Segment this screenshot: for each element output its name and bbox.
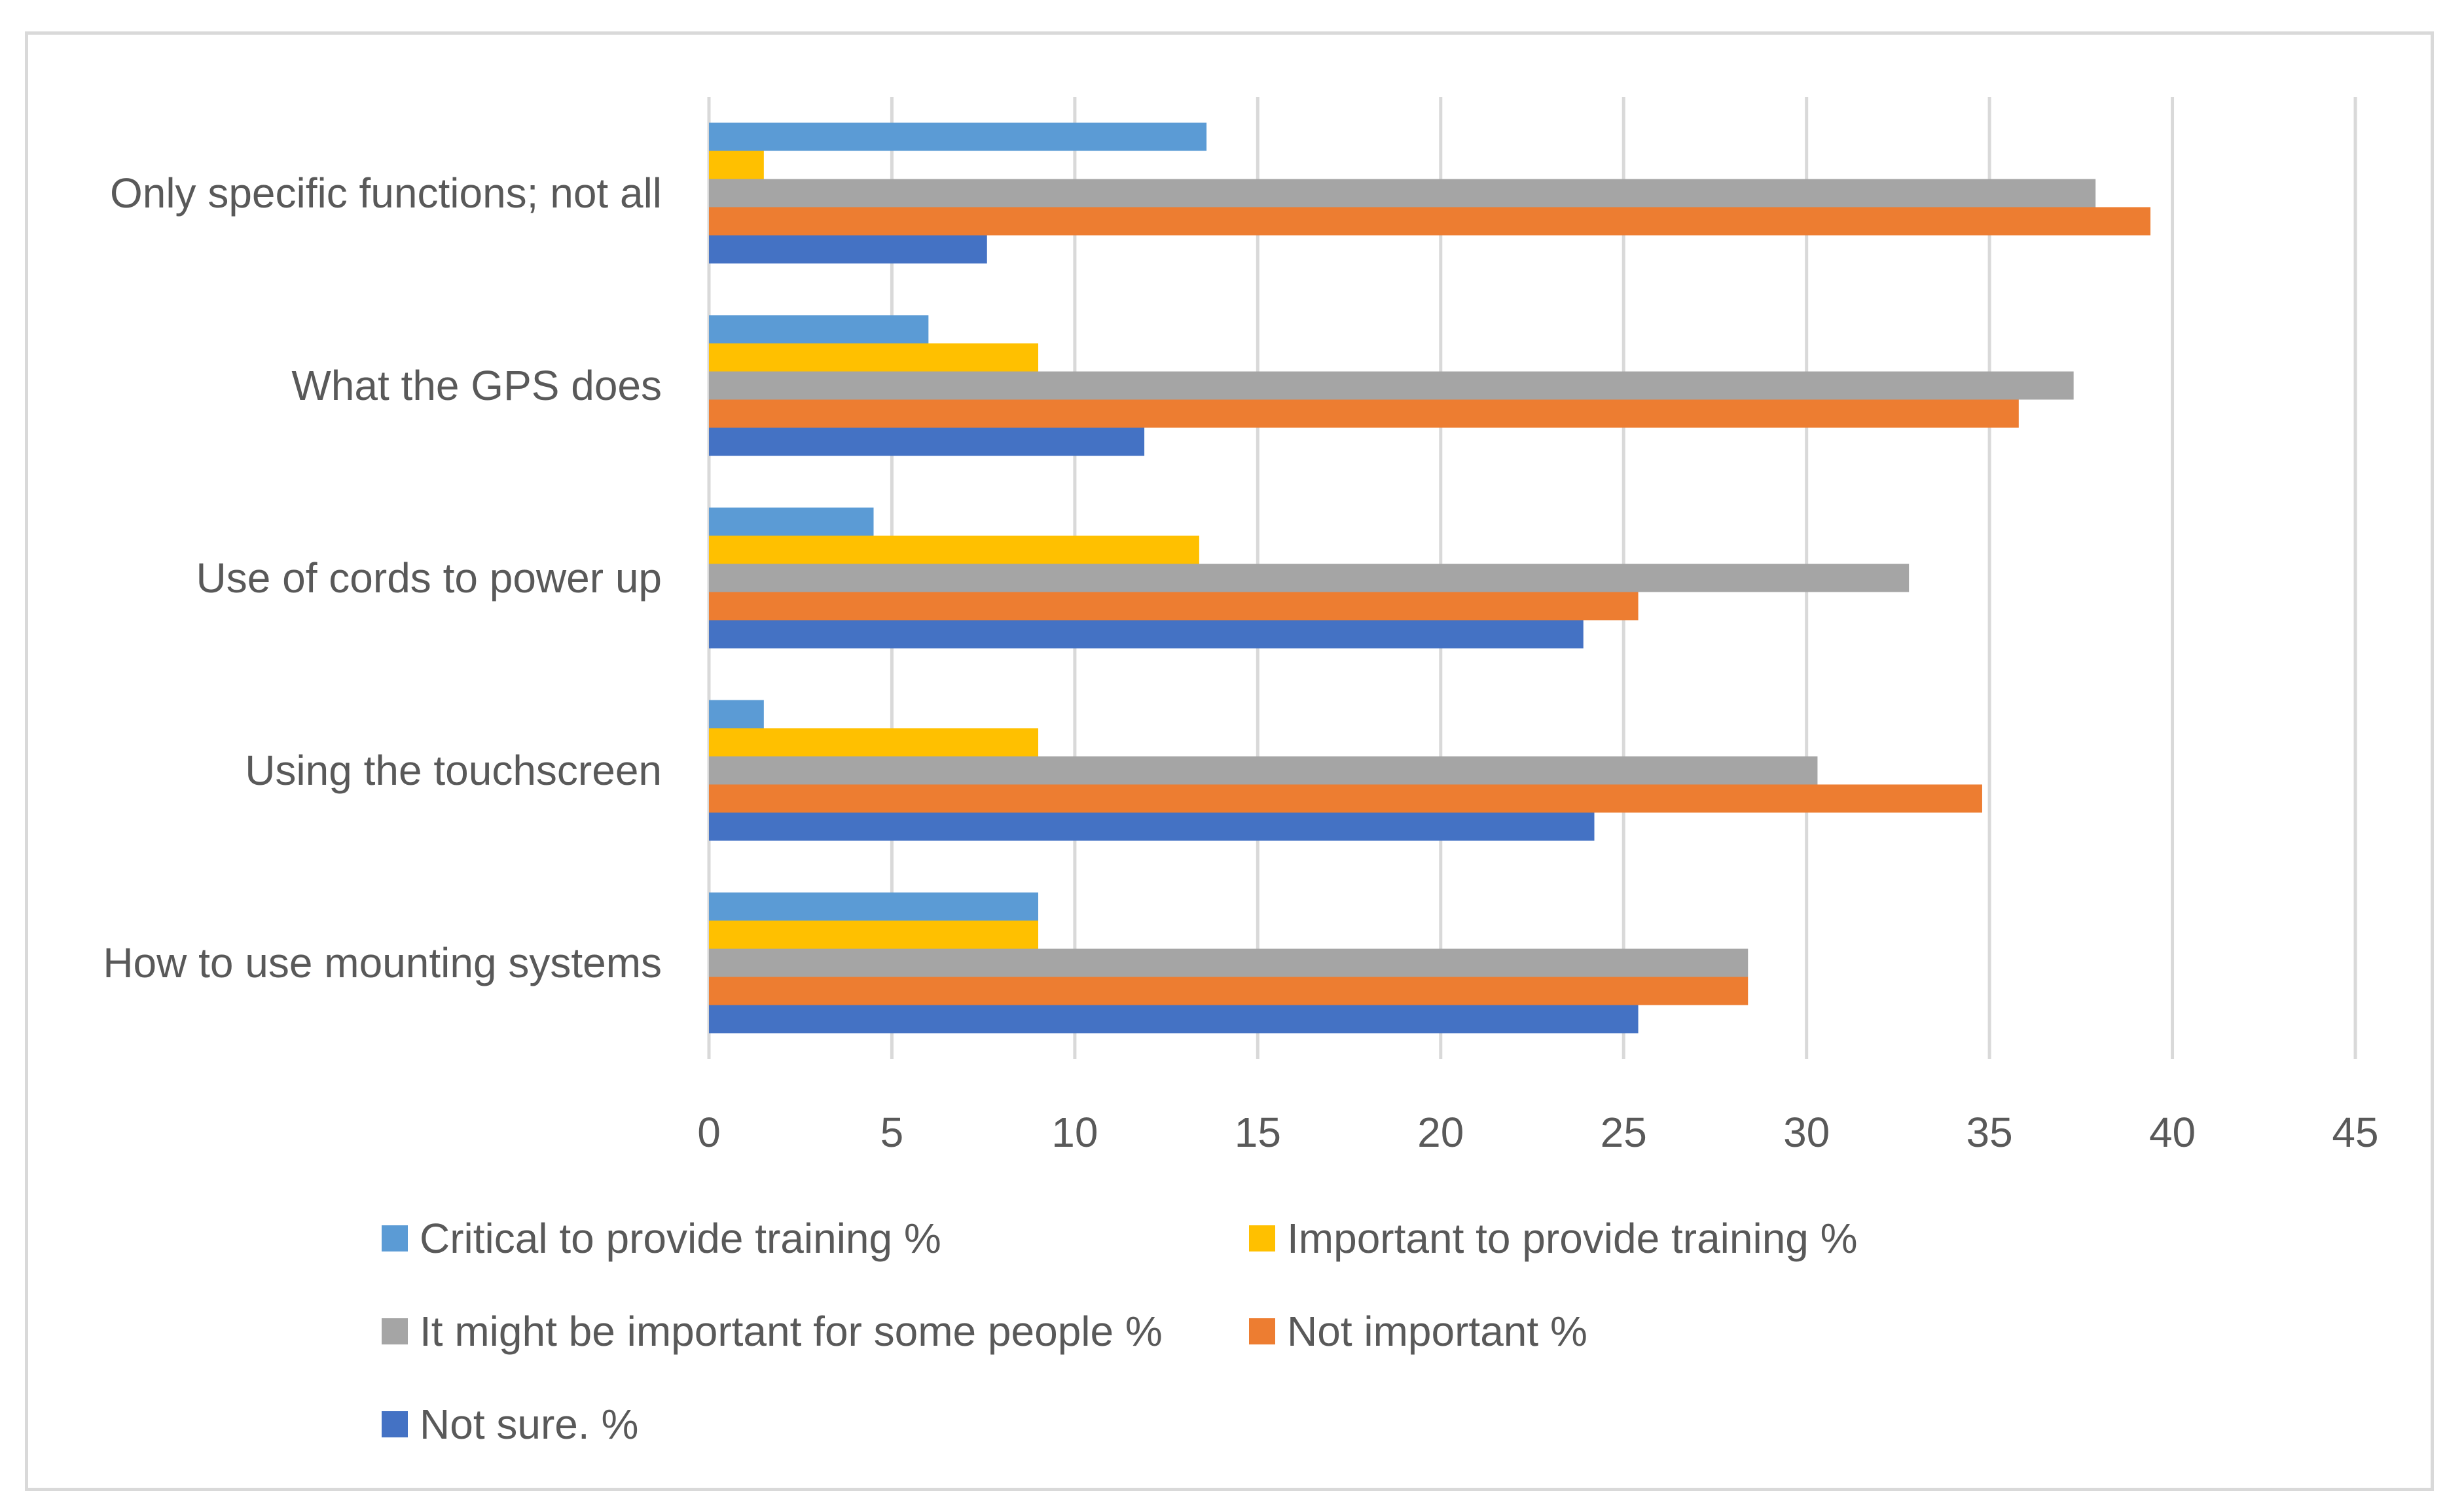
bar — [709, 122, 1207, 151]
bar — [709, 728, 1038, 757]
bar — [709, 207, 2151, 236]
bar — [709, 315, 929, 344]
x-tick-label: 25 — [1601, 1109, 1647, 1156]
bar — [709, 179, 2096, 207]
x-tick-label: 20 — [1417, 1109, 1464, 1156]
bar — [709, 343, 1038, 372]
bar — [709, 948, 1748, 977]
bar — [709, 784, 1982, 813]
bar — [709, 427, 1145, 456]
bars — [709, 122, 2151, 1034]
bar — [709, 756, 1818, 785]
x-tick-label: 5 — [880, 1109, 904, 1156]
bar — [709, 399, 2019, 428]
bar — [709, 620, 1584, 649]
bar — [709, 564, 1910, 592]
x-tick-label: 0 — [697, 1109, 721, 1156]
x-tick-label: 10 — [1051, 1109, 1098, 1156]
x-tick-label: 45 — [2332, 1109, 2378, 1156]
bar — [709, 592, 1639, 621]
x-tick-label: 40 — [2149, 1109, 2196, 1156]
bar — [709, 507, 874, 536]
bar — [709, 151, 764, 179]
x-tick-label: 30 — [1783, 1109, 1830, 1156]
x-tick-label: 35 — [1966, 1109, 2013, 1156]
x-tick-label: 15 — [1235, 1109, 1281, 1156]
bar — [709, 535, 1199, 564]
category-label: Use of cords to power up — [196, 554, 662, 602]
bar — [709, 1005, 1639, 1034]
bar — [709, 235, 987, 264]
category-label: Using the touchscreen — [245, 747, 662, 794]
bar — [709, 371, 2074, 400]
x-axis-tick-labels: 0 5 10 15 20 25 30 35 40 45 — [697, 1109, 2378, 1156]
bar — [709, 812, 1595, 841]
category-label: What the GPS does — [291, 362, 662, 409]
bar — [709, 977, 1748, 1005]
category-label: How to use mounting systems — [103, 939, 662, 986]
bar — [709, 920, 1038, 949]
bar — [709, 700, 764, 729]
category-label: Only specific functions; not all — [110, 170, 662, 217]
category-labels: Only specific functions; not all What th… — [103, 170, 662, 986]
bar — [709, 892, 1038, 921]
